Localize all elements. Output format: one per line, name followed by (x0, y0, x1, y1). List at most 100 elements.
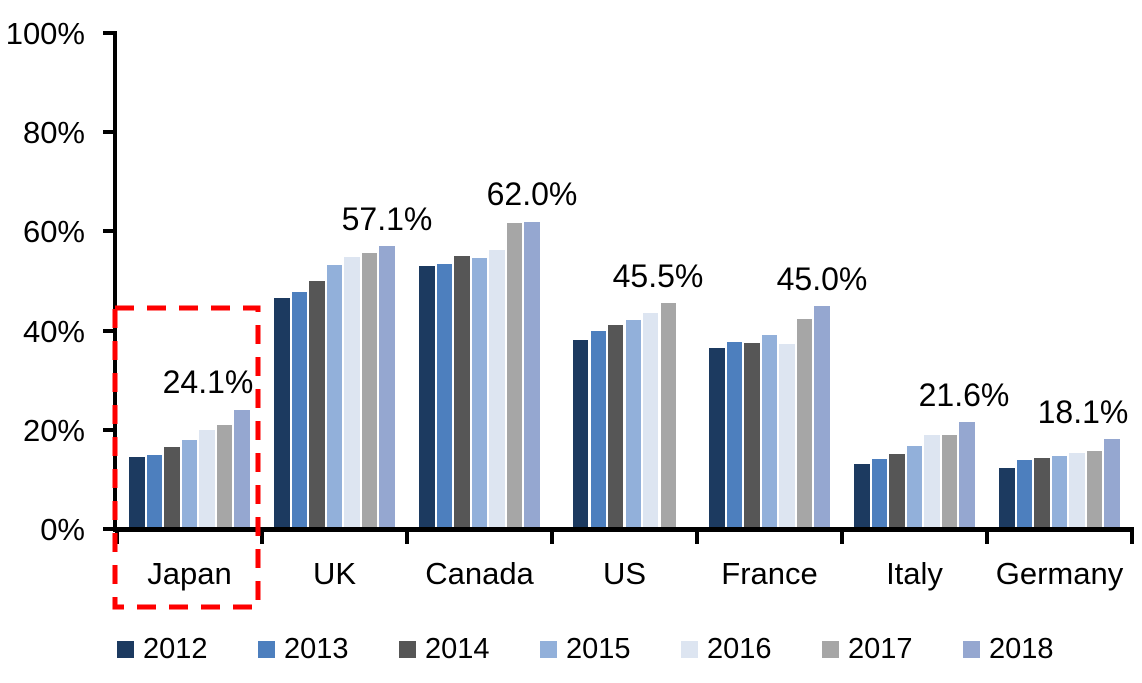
bar-us-2013 (590, 330, 606, 529)
category-label-uk: UK (312, 556, 357, 591)
legend-label-2015: 2015 (566, 632, 631, 665)
bar-japan-2014 (164, 447, 180, 529)
legend-label-2017: 2017 (848, 632, 913, 665)
bar-germany-2016 (1069, 453, 1085, 529)
bar-uk-2016 (344, 256, 360, 529)
bar-uk-2012 (274, 298, 290, 529)
y-axis-tick (103, 527, 117, 531)
y-axis-tick (103, 427, 117, 432)
bar-france-2012 (709, 348, 725, 529)
bar-germany-2014 (1034, 458, 1050, 529)
y-axis-label-80: 80% (22, 115, 85, 151)
y-axis-label-40: 40% (22, 313, 85, 349)
legend-label-2016: 2016 (707, 632, 772, 665)
bar-japan-2012 (129, 456, 145, 529)
legend-swatch-2014 (399, 640, 416, 658)
legend-item-2015: 2015 (540, 631, 631, 667)
y-axis-tick (103, 31, 117, 35)
bar-us-2017 (660, 303, 676, 529)
bar-uk-2013 (291, 291, 308, 529)
value-label-france: 45.0% (776, 261, 868, 297)
y-axis-label-20: 20% (22, 412, 85, 448)
bar-canada-2012 (419, 266, 435, 529)
category-label-france: France (721, 556, 818, 591)
value-label-us: 45.5% (612, 258, 704, 294)
bar-italy-2013 (871, 459, 888, 529)
bar-france-2017 (796, 319, 813, 529)
value-label-canada: 62.0% (486, 176, 578, 212)
bar-us-2014 (608, 325, 624, 529)
bar-italy-2015 (906, 446, 923, 529)
legend-item-2017: 2017 (822, 631, 913, 667)
y-axis-tick (103, 229, 117, 234)
bar-italy-2017 (941, 434, 958, 529)
bar-italy-2018 (959, 421, 975, 529)
bar-japan-2017 (216, 424, 233, 529)
legend-item-2012: 2012 (117, 631, 208, 667)
legend-label-2018: 2018 (989, 632, 1054, 665)
y-axis-label-100: 100% (5, 16, 85, 51)
category-label-canada: Canada (425, 556, 534, 591)
legend-label-2013: 2013 (284, 632, 349, 665)
bar-uk-2017 (361, 252, 378, 529)
x-axis-line (113, 527, 1132, 532)
bar-uk-2015 (326, 265, 343, 529)
bar-japan-2013 (146, 455, 163, 529)
bar-france-2015 (761, 334, 778, 529)
bar-france-2013 (726, 342, 743, 529)
legend-item-2016: 2016 (681, 631, 772, 667)
legend-item-2014: 2014 (399, 631, 490, 667)
bar-germany-2018 (1104, 439, 1120, 529)
x-axis-tick (115, 527, 119, 544)
bar-us-2016 (643, 313, 659, 529)
x-axis-tick (405, 527, 409, 544)
bar-uk-2014 (309, 281, 325, 529)
legend-swatch-2017 (822, 640, 839, 658)
bar-italy-2012 (854, 463, 870, 529)
y-axis-tick (103, 130, 117, 135)
value-label-germany: 18.1% (1037, 394, 1129, 430)
x-axis-tick (985, 527, 989, 544)
legend-label-2014: 2014 (425, 632, 490, 665)
bar-france-2016 (779, 344, 795, 529)
legend-label-2012: 2012 (143, 632, 208, 665)
x-axis-tick (840, 527, 844, 544)
legend-swatch-2016 (681, 640, 698, 658)
value-label-italy: 21.6% (918, 377, 1010, 413)
bar-france-2014 (744, 343, 760, 529)
category-label-italy: Italy (886, 556, 943, 591)
y-axis-label-0: 0% (40, 512, 85, 547)
category-label-japan: Japan (147, 556, 232, 591)
bar-germany-2012 (999, 467, 1015, 529)
legend-item-2013: 2013 (258, 631, 349, 667)
y-axis-label-60: 60% (22, 214, 85, 250)
legend-item-2018: 2018 (963, 631, 1054, 667)
bar-us-2012 (573, 339, 589, 529)
y-axis-line (113, 31, 117, 531)
bar-canada-2016 (489, 250, 505, 529)
value-label-japan: 24.1% (162, 364, 254, 400)
bar-us-2015 (625, 320, 641, 529)
bar-canada-2018 (524, 221, 540, 529)
bar-canada-2014 (454, 256, 470, 529)
bar-uk-2018 (379, 245, 395, 529)
category-label-germany: Germany (995, 556, 1124, 591)
bar-italy-2016 (924, 435, 940, 529)
category-label-us: US (602, 556, 647, 591)
x-axis-tick (550, 527, 554, 544)
bar-japan-2016 (199, 429, 215, 529)
legend-swatch-2012 (117, 640, 134, 658)
bar-germany-2017 (1086, 450, 1103, 529)
bar-germany-2015 (1051, 456, 1068, 529)
legend-swatch-2013 (258, 640, 275, 658)
bar-canada-2013 (436, 264, 453, 529)
bar-canada-2015 (471, 258, 488, 529)
bar-japan-2015 (181, 439, 198, 529)
value-label-uk: 57.1% (341, 201, 433, 237)
x-axis-tick (1130, 527, 1134, 544)
legend-swatch-2018 (963, 640, 980, 658)
bar-germany-2013 (1016, 459, 1033, 529)
bar-japan-2018 (234, 409, 250, 529)
y-axis-tick (103, 328, 117, 333)
